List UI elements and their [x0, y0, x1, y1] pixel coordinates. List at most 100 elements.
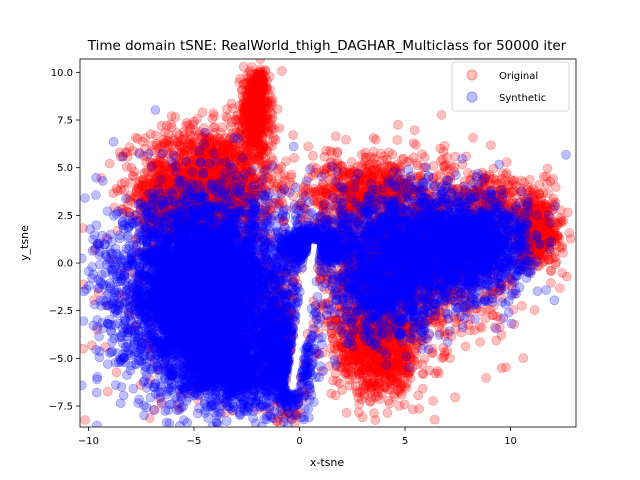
data-point [209, 203, 220, 214]
data-point [184, 169, 195, 179]
data-point [103, 386, 113, 397]
data-point [116, 185, 126, 195]
data-point [177, 179, 187, 189]
data-point [221, 111, 231, 122]
data-point [233, 192, 244, 203]
data-point [172, 187, 183, 197]
data-point [518, 353, 529, 363]
data-point [246, 143, 256, 153]
data-point [246, 136, 257, 146]
data-point [392, 135, 403, 145]
data-point [139, 168, 150, 178]
data-point [199, 217, 210, 228]
data-point [135, 176, 145, 187]
data-point [181, 157, 192, 167]
data-point [213, 212, 223, 222]
data-point [256, 149, 267, 160]
data-point [192, 194, 202, 204]
data-point [153, 201, 164, 211]
data-point [225, 145, 235, 155]
data-point [189, 116, 199, 127]
data-point [161, 176, 171, 187]
data-point [111, 367, 122, 378]
data-point [277, 66, 287, 76]
data-point [501, 362, 511, 373]
data-point [152, 204, 162, 214]
data-point [104, 158, 115, 169]
data-point [168, 133, 179, 144]
data-point [436, 110, 447, 120]
data-point [199, 142, 210, 152]
data-point [197, 131, 207, 142]
data-point [212, 228, 222, 239]
data-point [126, 162, 137, 173]
data-point [272, 104, 283, 114]
data-point [239, 151, 250, 162]
data-point [295, 201, 306, 211]
data-point [254, 69, 265, 80]
data-point [235, 74, 245, 84]
data-point [156, 121, 167, 131]
data-point [156, 149, 167, 159]
data-point [214, 169, 225, 179]
data-point [222, 150, 233, 160]
data-point [288, 130, 298, 140]
data-point [265, 115, 276, 125]
data-point [209, 182, 219, 193]
data-point [219, 201, 229, 212]
data-point [219, 178, 229, 189]
data-point [209, 225, 219, 236]
data-point [217, 122, 228, 133]
data-point [194, 154, 205, 164]
data-point [248, 126, 258, 137]
data-point [212, 196, 222, 206]
data-point [179, 160, 189, 171]
data-point [198, 179, 209, 190]
data-point [202, 154, 212, 164]
data-point [231, 115, 242, 125]
data-point [243, 166, 253, 176]
data-point [170, 112, 181, 122]
data-point [266, 152, 277, 162]
data-point [208, 108, 218, 118]
data-point [303, 141, 314, 152]
data-point [195, 189, 205, 200]
data-point [80, 415, 90, 425]
data-point [132, 134, 143, 144]
data-point [189, 191, 199, 201]
data-point [468, 133, 478, 143]
data-point [481, 373, 491, 383]
data-point [208, 122, 219, 133]
data-point [252, 88, 263, 99]
data-point [197, 184, 207, 195]
data-point [156, 140, 166, 150]
data-point [529, 305, 540, 315]
data-point [230, 171, 240, 182]
data-point [252, 138, 263, 149]
data-point [159, 166, 169, 176]
data-point [242, 107, 253, 118]
data-point [220, 199, 230, 209]
data-point [237, 176, 248, 186]
data-point [262, 126, 273, 137]
data-point [486, 140, 496, 150]
data-point [178, 214, 189, 225]
data-point [308, 151, 318, 161]
data-point [158, 180, 168, 191]
data-point [204, 170, 214, 180]
data-point [227, 103, 238, 114]
points-layer [80, 59, 576, 427]
data-point [440, 165, 451, 176]
data-point [191, 150, 201, 161]
data-point [154, 165, 165, 176]
data-point [147, 140, 157, 150]
data-point [393, 120, 403, 130]
series-original [80, 59, 576, 427]
data-point [217, 139, 228, 150]
plot-area [80, 59, 576, 427]
data-point [183, 138, 193, 149]
data-point [371, 134, 381, 145]
data-point [214, 226, 224, 236]
data-point [188, 132, 198, 142]
